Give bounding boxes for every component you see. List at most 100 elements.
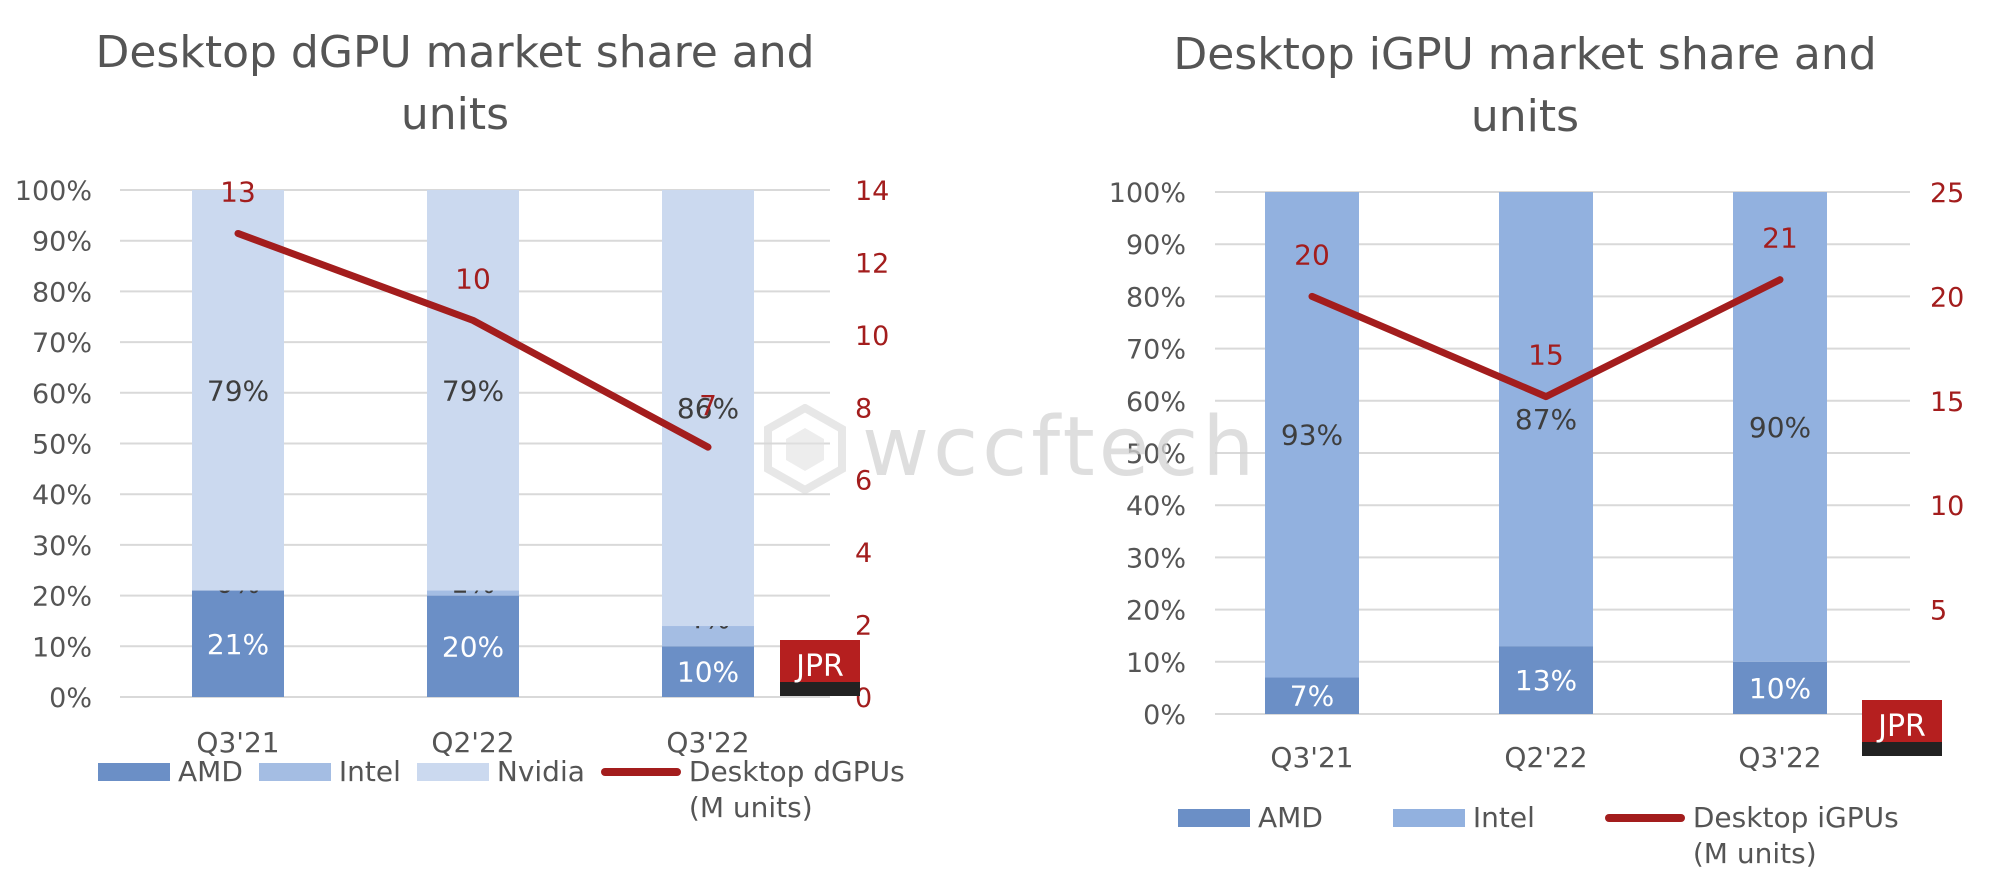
legend-swatch bbox=[416, 763, 489, 781]
legend-label: Nvidia bbox=[496, 755, 585, 788]
category-label: Q3'22 bbox=[1738, 741, 1821, 774]
y-tick-label: 40% bbox=[32, 480, 92, 511]
bar-data-label: 93% bbox=[1281, 419, 1343, 452]
y-tick-label: 100% bbox=[15, 176, 92, 207]
y-tick-label: 80% bbox=[1126, 282, 1186, 313]
y-tick-label: 30% bbox=[1126, 543, 1186, 574]
bar-intel-2 bbox=[662, 626, 754, 647]
y-tick-label: 0% bbox=[1143, 700, 1186, 731]
units-line bbox=[1308, 276, 1784, 401]
legend-label: Desktop iGPUs (M units) bbox=[1692, 801, 1899, 870]
bar-data-label: 10% bbox=[677, 656, 739, 689]
y-tick-label: 30% bbox=[32, 531, 92, 562]
y2-tick-label: 15 bbox=[1930, 387, 1964, 418]
y2-tick-label: 12 bbox=[855, 248, 889, 279]
category-label: Q3'22 bbox=[666, 726, 749, 759]
bar-amd-2 bbox=[1733, 661, 1827, 714]
legend-line-swatch bbox=[600, 768, 681, 776]
igpu-chart-plot: 0% 10% 20% 30% 40% 50% 60% 70% 80% 90% 100% 5 10 15 20… bbox=[1109, 178, 1965, 774]
line-data-label: 10 bbox=[455, 262, 491, 295]
legend-line-swatch bbox=[1604, 814, 1685, 822]
line-data-label: 7 bbox=[699, 389, 717, 422]
bar-data-label: 21% bbox=[207, 628, 269, 661]
jpr-logo-dgpu: JPR bbox=[780, 640, 860, 696]
line-data-label: 13 bbox=[220, 175, 256, 208]
bar-intel-1 bbox=[1499, 192, 1593, 647]
legend-swatch bbox=[1178, 809, 1250, 827]
line-data-label: 15 bbox=[1528, 339, 1564, 372]
legend-label: Intel bbox=[1472, 801, 1535, 834]
units-line bbox=[234, 229, 712, 451]
y-tick-label: 70% bbox=[32, 328, 92, 359]
y-tick-label: 60% bbox=[1126, 387, 1186, 418]
legend-swatch bbox=[98, 763, 170, 781]
bar-data-label: 20% bbox=[442, 630, 504, 663]
bar-nvidia-0 bbox=[192, 190, 284, 591]
y2-tick-label: 6 bbox=[855, 466, 872, 497]
y2-tick-label: 8 bbox=[855, 393, 872, 424]
bar-amd-0 bbox=[1265, 677, 1359, 714]
y2-tick-label: 20 bbox=[1930, 282, 1964, 313]
y2-tick-label: 14 bbox=[855, 176, 889, 207]
bar-amd-2 bbox=[662, 646, 754, 697]
bar-data-label: 79% bbox=[207, 374, 269, 407]
y-tick-label: 90% bbox=[32, 227, 92, 258]
line-data-label: 20 bbox=[1294, 238, 1330, 271]
jpr-logo-igpu: JPR bbox=[1862, 700, 1942, 756]
y2-tick-label: 10 bbox=[855, 321, 889, 352]
bar-amd-1 bbox=[1499, 646, 1593, 714]
bar-intel-1 bbox=[427, 590, 519, 596]
legend-item-units-line: Desktop dGPUs (M units) bbox=[600, 754, 905, 826]
svg-text:JPR: JPR bbox=[1876, 709, 1926, 744]
bar-intel-0 bbox=[1265, 192, 1359, 678]
legend-label: Desktop dGPUs (M units) bbox=[688, 755, 905, 824]
legend-item-nvidia: Nvidia bbox=[416, 754, 585, 790]
svg-text:JPR: JPR bbox=[794, 649, 844, 684]
legend-item-intel: Intel bbox=[258, 754, 401, 790]
dgpu-chart-title: Desktop dGPU market share and units bbox=[95, 27, 815, 140]
y2-tick-label: 4 bbox=[855, 538, 872, 569]
legend-item-amd: AMD bbox=[98, 754, 243, 790]
dgpu-chart-plot: 0%10%20%30%40%50%60%70%80%90%100%0246810… bbox=[15, 175, 890, 759]
y-tick-label: 40% bbox=[1126, 491, 1186, 522]
y-tick-label: 90% bbox=[1126, 230, 1186, 261]
legend-swatch bbox=[258, 763, 331, 781]
y2-tick-label: 2 bbox=[855, 611, 872, 642]
bar-data-label: 10% bbox=[1749, 672, 1811, 705]
legend-item-units-line: Desktop iGPUs (M units) bbox=[1604, 800, 1899, 872]
bar-intel-2 bbox=[1733, 192, 1827, 662]
dgpu-legend: AMD Intel Nvidia Desktop dGPUs (M units) bbox=[98, 754, 915, 826]
bar-amd-1 bbox=[427, 595, 519, 697]
y-tick-label: 0% bbox=[49, 683, 92, 714]
category-label: Q2'22 bbox=[1504, 741, 1587, 774]
category-label: Q2'22 bbox=[431, 726, 514, 759]
category-label: Q3'21 bbox=[196, 726, 279, 759]
bar-data-label: 86% bbox=[677, 392, 739, 425]
y-tick-label: 80% bbox=[32, 277, 92, 308]
y-tick-label: 50% bbox=[1126, 439, 1186, 470]
y-tick-label: 60% bbox=[32, 379, 92, 410]
igpu-chart: Desktop iGPU market share and units 0% 10… bbox=[1000, 0, 2000, 887]
y2-tick-label: 25 bbox=[1930, 178, 1964, 209]
bar-amd-0 bbox=[192, 590, 284, 697]
y-tick-label: 20% bbox=[1126, 596, 1186, 627]
y-tick-label: 10% bbox=[1126, 648, 1186, 679]
wccftech-logo-icon bbox=[764, 404, 846, 494]
y-tick-label: 70% bbox=[1126, 335, 1186, 366]
legend-label: AMD bbox=[178, 755, 243, 788]
igpu-legend: AMD Intel Desktop iGPUs (M units) bbox=[1178, 800, 1909, 872]
bar-data-label: 87% bbox=[1515, 403, 1577, 436]
legend-swatch bbox=[1392, 809, 1465, 827]
y-tick-label: 20% bbox=[32, 582, 92, 613]
bar-nvidia-1 bbox=[427, 190, 519, 591]
y2-tick-label: 5 bbox=[1930, 596, 1947, 627]
bar-data-label: 90% bbox=[1749, 411, 1811, 444]
y2-tick-label: 10 bbox=[1930, 491, 1964, 522]
y-tick-label: 100% bbox=[1109, 178, 1186, 209]
line-data-label: 21 bbox=[1762, 222, 1798, 255]
watermark-text: wccftech bbox=[862, 400, 1259, 495]
legend-label: AMD bbox=[1258, 801, 1323, 834]
legend-item-intel: Intel bbox=[1392, 800, 1535, 836]
bar-data-label: 7% bbox=[1290, 680, 1334, 713]
legend-label: Intel bbox=[338, 755, 401, 788]
